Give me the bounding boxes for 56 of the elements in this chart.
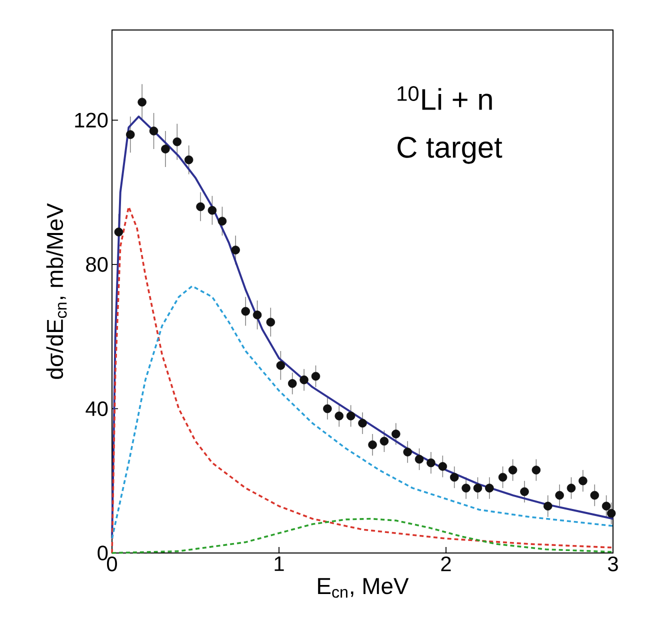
point xyxy=(311,372,320,381)
point xyxy=(252,310,262,320)
point xyxy=(266,318,276,327)
y-tick-label: 120 xyxy=(75,112,108,128)
point xyxy=(473,484,482,492)
point xyxy=(578,476,588,486)
y-axis-title: dσ/dE$_{cn}$, mb/MeV xyxy=(46,203,67,379)
point xyxy=(358,418,367,428)
point xyxy=(380,436,389,446)
y-tick-label: 80 xyxy=(86,257,108,272)
point xyxy=(300,375,308,384)
point xyxy=(414,454,424,464)
point xyxy=(218,216,227,226)
line-series xyxy=(111,285,614,540)
point xyxy=(241,306,250,316)
point xyxy=(426,458,436,468)
point xyxy=(508,466,518,474)
point xyxy=(288,379,297,388)
y-tick-label: 40 xyxy=(86,401,108,416)
point xyxy=(161,144,170,154)
point xyxy=(450,472,459,482)
point xyxy=(485,484,494,492)
point xyxy=(555,490,564,500)
annotation: C target xyxy=(398,136,502,164)
point xyxy=(532,466,541,474)
point xyxy=(231,246,240,254)
point xyxy=(602,502,611,510)
point xyxy=(566,484,576,492)
x-tick-label: 2 xyxy=(441,556,451,572)
point xyxy=(462,484,470,492)
point xyxy=(149,126,158,136)
annotation: $^{10}$Li + n xyxy=(398,86,492,110)
point xyxy=(114,228,124,236)
point xyxy=(346,412,356,420)
point xyxy=(590,490,600,500)
point xyxy=(392,430,400,438)
point xyxy=(196,202,205,212)
y-tick-label: 0 xyxy=(98,546,108,560)
point xyxy=(520,487,529,496)
point xyxy=(438,462,448,471)
point xyxy=(172,137,182,146)
point xyxy=(208,206,217,215)
point xyxy=(138,98,146,107)
point xyxy=(126,130,135,139)
x-axis-title: E$_{cn}$, MeV xyxy=(318,578,409,598)
x-tick-label: 1 xyxy=(274,556,284,571)
point xyxy=(403,448,412,456)
point xyxy=(323,404,332,414)
point xyxy=(184,155,194,164)
point xyxy=(543,502,552,510)
point xyxy=(368,440,377,450)
point xyxy=(498,472,508,482)
x-tick-label: 3 xyxy=(608,556,618,572)
point xyxy=(276,361,286,370)
point xyxy=(334,412,344,420)
point xyxy=(606,508,616,518)
